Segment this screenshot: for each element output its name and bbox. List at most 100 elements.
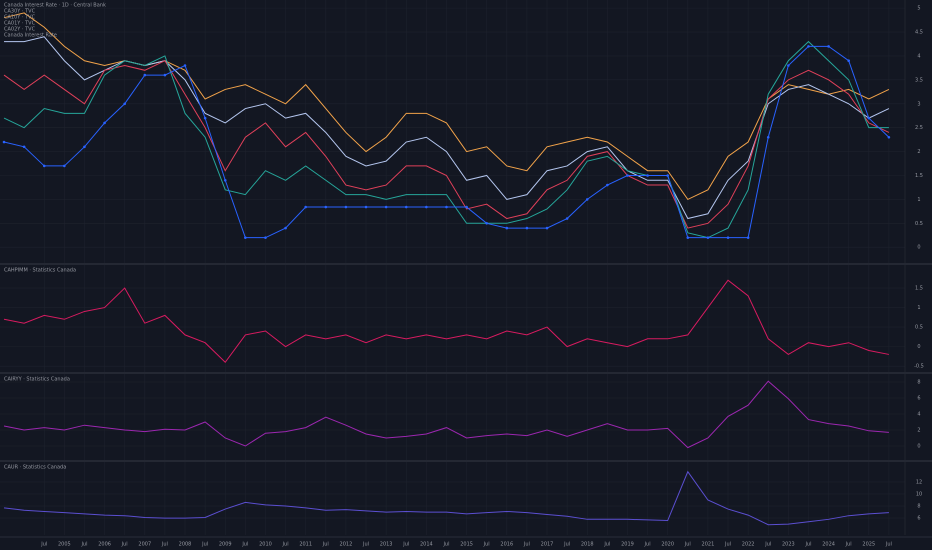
rate-marker [626,174,629,177]
rate-marker [787,64,790,67]
rate-marker [746,236,750,239]
y-tick-label: -0.5 [914,364,924,370]
x-tick-label: Jul [523,542,530,548]
y-tick-label: 0 [917,344,920,350]
rate-marker [485,222,488,225]
rate-marker [585,198,589,201]
x-tick-label: Jul [402,542,409,548]
rate-marker [284,226,287,230]
rate-marker [867,116,871,120]
x-tick-label: Jul [845,542,852,548]
y-tick-label: 2 [917,428,920,434]
rate-marker [686,236,690,239]
rate-marker [324,205,328,209]
rate-marker [223,178,227,182]
x-tick-label: Jul [885,542,892,548]
x-tick-label: Jul [201,542,208,548]
x-tick-label: 2017 [541,542,554,548]
series-line [3,60,890,229]
rate-marker [63,164,66,168]
rate-marker [163,73,167,77]
x-tick-label: 2025 [862,542,875,548]
series-line [3,279,890,363]
x-tick-label: Jul [644,542,651,548]
rate-marker [384,205,388,209]
y-tick-label: 4.5 [915,30,923,36]
rate-marker [264,236,267,239]
rate-marker [304,205,307,209]
pane-title: CAUR · Statistics Canada [4,465,66,471]
y-tick-label: 0 [917,444,920,450]
x-tick-label: 2024 [822,542,835,548]
y-tick-label: 0.5 [915,221,923,227]
y-tick-label: 1 [917,305,920,311]
y-tick-label: 1 [917,197,920,203]
legend-entry: CA02Y · TVC [4,27,36,33]
x-tick-label: 2021 [702,542,715,548]
rate-marker [425,205,428,209]
series-line [3,470,889,526]
x-tick-label: Jul [483,542,490,548]
x-tick-label: 2018 [581,542,594,548]
x-tick-label: Jul [804,542,811,548]
y-tick-label: 2.5 [915,125,923,131]
series-line [3,380,889,449]
y-tick-label: 4 [917,412,920,418]
y-tick-label: 12 [916,479,922,485]
rate-marker [847,59,850,63]
rate-marker [706,236,710,239]
rate-marker [887,135,891,139]
x-tick-label: Jul [563,542,570,548]
y-tick-label: 3.5 [915,77,923,83]
x-tick-label: Jul [362,542,369,548]
rate-marker [807,45,810,48]
x-tick-label: 2006 [98,542,111,548]
x-tick-label: Jul [684,542,691,548]
x-tick-label: 2011 [299,542,312,548]
x-tick-label: 2005 [58,542,71,548]
x-tick-label: Jul [322,542,329,548]
y-tick-label: 1.5 [915,173,923,179]
rate-marker [726,236,730,239]
x-tick-label: 2023 [782,542,795,548]
y-tick-label: 2 [917,149,920,155]
y-tick-label: 5 [917,6,920,12]
rate-marker [2,140,6,144]
y-tick-label: 6 [917,396,920,402]
x-tick-label: 2020 [661,542,674,548]
y-tick-label: 6 [917,516,920,522]
legend-entry: CA10Y · TVC [4,15,36,21]
x-tick-label: 2012 [340,542,353,548]
rate-marker [445,205,448,209]
pane-title: CAIRYY · Statistics Canada [4,377,70,383]
y-tick-label: 1.5 [915,286,923,292]
x-tick-label: 2009 [219,542,232,548]
rate-marker [666,174,669,177]
x-tick-label: 2022 [742,542,755,548]
y-tick-label: 10 [916,491,922,497]
rate-marker [827,45,830,48]
x-tick-label: Jul [121,542,128,548]
x-tick-label: 2014 [420,542,433,548]
rate-marker [123,102,126,106]
pane-title: CAHPIMM · Statistics Canada [4,268,76,274]
x-tick-label: 2015 [460,542,473,548]
y-tick-label: 0.5 [915,325,923,331]
x-tick-label: Jul [40,542,47,548]
rate-marker [183,64,187,67]
legend-entry: CA01Y · TVC [4,21,36,27]
x-tick-label: 2013 [380,542,393,548]
series-line [4,36,890,220]
rate-marker [143,73,147,77]
rate-marker [404,205,408,209]
x-tick-label: 2019 [621,542,634,548]
rate-marker [22,145,26,149]
y-tick-label: 8 [917,380,920,386]
pane-title: Canada Interest Rate · 1D · Central Bank [4,3,106,9]
x-tick-label: Jul [80,542,87,548]
rate-marker [766,135,770,139]
y-tick-label: 4 [917,53,920,59]
rate-marker [465,205,468,209]
